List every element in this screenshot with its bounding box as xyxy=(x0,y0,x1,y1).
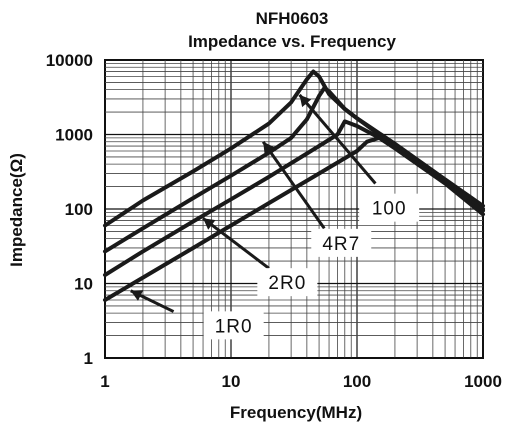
y-axis-label: Impedance(Ω) xyxy=(7,153,26,267)
x-tick-label: 100 xyxy=(343,372,371,391)
callout-2R0: 2R0 xyxy=(202,217,318,297)
callout-label-bg xyxy=(203,311,264,340)
series-label: 2R0 xyxy=(268,273,306,294)
y-tick-label: 1000 xyxy=(55,126,93,145)
callout-arrowhead xyxy=(263,141,275,155)
y-tick-labels: 1 10 100 1000 10000 xyxy=(46,51,93,368)
callout-arrow xyxy=(261,140,326,230)
x-tick-labels: 1 10 100 1000 xyxy=(100,372,502,391)
callout-arrowhead xyxy=(299,94,312,108)
callout-100: 100 xyxy=(298,93,420,222)
callout-label-bg xyxy=(257,268,318,297)
series-label: 100 xyxy=(372,199,407,220)
x-axis-label: Frequency(MHz) xyxy=(230,403,362,422)
callout-label-bg xyxy=(359,193,420,222)
y-tick-label: 10000 xyxy=(46,51,93,70)
callout-label-bg xyxy=(311,228,372,257)
callout-arrowhead xyxy=(203,218,216,230)
series-curves xyxy=(103,69,485,302)
callout-1R0: 1R0 xyxy=(130,289,264,340)
y-tick-label: 100 xyxy=(65,200,93,219)
y-tick-label: 1 xyxy=(84,349,93,368)
callout-arrowhead xyxy=(130,290,144,301)
callout-arrow xyxy=(298,93,377,185)
series-line-1R0 xyxy=(103,135,485,302)
callout-arrow xyxy=(202,217,270,270)
chart-title: NFH0603 xyxy=(256,9,329,28)
series-line-4R7 xyxy=(103,86,485,254)
x-tick-label: 10 xyxy=(222,372,241,391)
chart-subtitle: Impedance vs. Frequency xyxy=(188,32,396,51)
series-callouts: 100 4R7 2R0 1R0 xyxy=(130,93,420,340)
series-line-100 xyxy=(103,69,485,228)
y-tick-label: 10 xyxy=(74,275,93,294)
series-label: 4R7 xyxy=(322,234,360,255)
grid xyxy=(104,59,484,359)
series-line-2R0 xyxy=(103,119,485,277)
callout-4R7: 4R7 xyxy=(261,140,372,257)
series-label: 1R0 xyxy=(215,316,253,337)
x-tick-label: 1000 xyxy=(464,372,502,391)
x-tick-label: 1 xyxy=(100,372,109,391)
